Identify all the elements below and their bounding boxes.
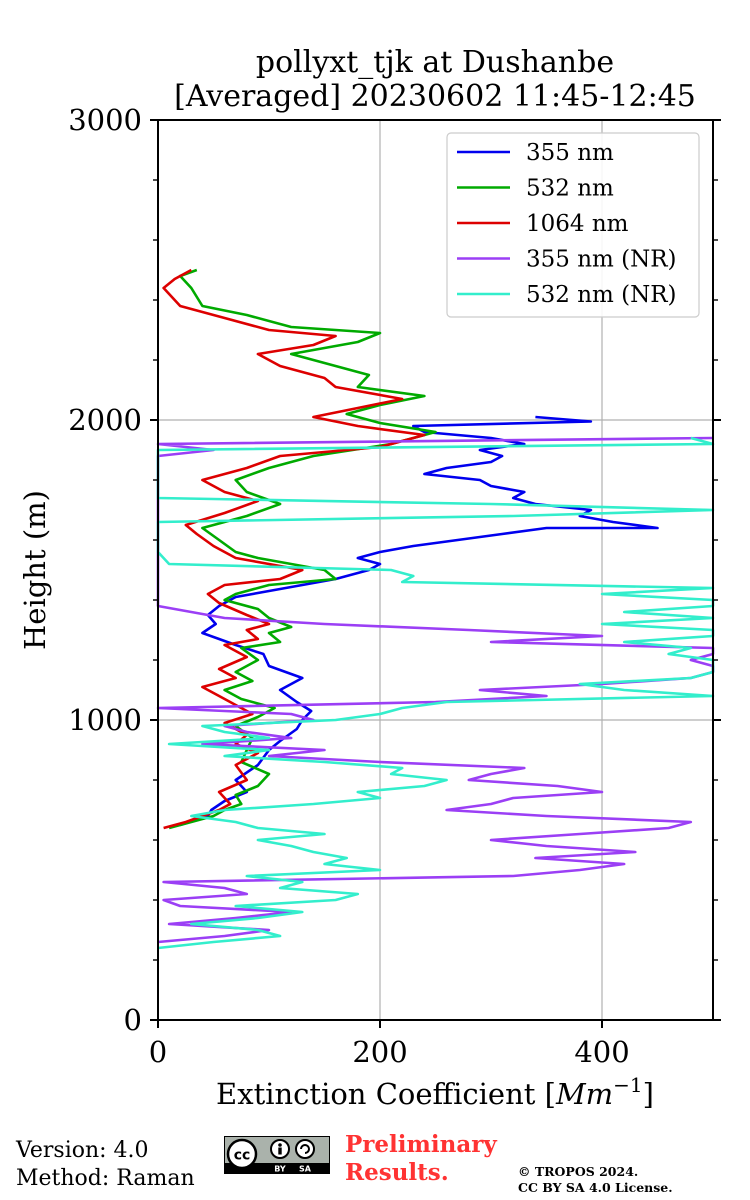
legend-box (446, 132, 700, 318)
cc-sa-text: SA (299, 1165, 312, 1174)
y-tick-label: 0 (124, 1003, 142, 1037)
extinction-profile-chart: pollyxt_tjk at Dushanbe [Averaged] 20230… (18, 45, 721, 1111)
legend-label: 355 nm (NR) (526, 247, 677, 273)
legend-label: 1064 nm (526, 211, 629, 237)
y-tick-label: 3000 (68, 103, 142, 137)
chart-legend: 355 nm 532 nm 1064 nm 355 nm (NR) 532 nm (NR… (446, 132, 700, 318)
series-lines (156, 268, 715, 950)
legend-label: 532 nm (526, 176, 614, 202)
y-tick-label: 1000 (68, 703, 142, 737)
x-tick-label: 200 (352, 1035, 407, 1069)
x-axis-label-unit: Mm (555, 1077, 613, 1111)
legend-label: 355 nm (526, 140, 614, 166)
x-tick-label: 400 (574, 1035, 629, 1069)
series-line-5 (156, 436, 715, 950)
cc-by-text: BY (274, 1165, 286, 1174)
copyright-line2: CC BY SA 4.0 License. (518, 1180, 673, 1195)
chart-title-line1: pollyxt_tjk at Dushanbe (256, 45, 614, 80)
preliminary-line1: Preliminary (345, 1131, 497, 1158)
x-axis-label-suffix: ] (643, 1077, 654, 1111)
x-tick-label: 0 (149, 1035, 167, 1069)
method-text: Method: Raman (16, 1166, 195, 1191)
y-tick-label: 2000 (68, 403, 142, 437)
cc-by-sa-license-icon: cc BY SA (224, 1136, 330, 1174)
cc-badge-text: cc (234, 1148, 251, 1164)
y-axis-label: Height (m) (18, 490, 52, 650)
plot-frame (157, 119, 714, 1021)
x-axis-label: Extinction Coefficient [Mm−1] (216, 1073, 654, 1111)
chart-title-line2: [Averaged] 20230602 11:45-12:45 (174, 79, 696, 114)
axis-ticks: 0 1000 2000 3000 0 200 400 (68, 103, 721, 1069)
copyright-line1: © TROPOS 2024. (518, 1164, 639, 1179)
preliminary-line2: Results. (345, 1159, 449, 1186)
version-text: Version: 4.0 (16, 1138, 149, 1163)
preliminary-results-label: Preliminary Results. (345, 1131, 497, 1187)
copyright-notice: © TROPOS 2024. CC BY SA 4.0 License. (518, 1164, 673, 1196)
legend-label: 532 nm (NR) (526, 282, 677, 308)
x-axis-label-exponent: −1 (613, 1073, 642, 1097)
x-axis-label-prefix: Extinction Coefficient [ (216, 1077, 556, 1111)
